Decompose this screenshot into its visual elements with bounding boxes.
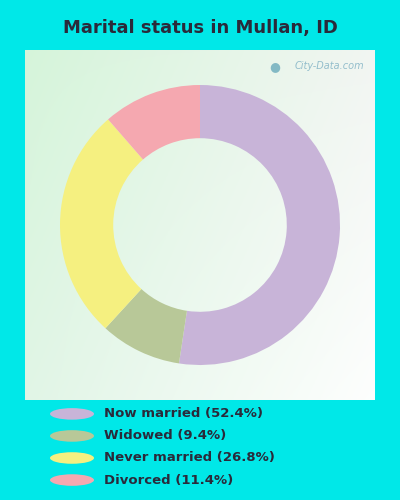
Text: Marital status in Mullan, ID: Marital status in Mullan, ID xyxy=(62,18,338,36)
Wedge shape xyxy=(60,120,143,328)
Text: Now married (52.4%): Now married (52.4%) xyxy=(104,408,263,420)
Wedge shape xyxy=(179,85,340,365)
Circle shape xyxy=(50,408,94,420)
Text: Never married (26.8%): Never married (26.8%) xyxy=(104,452,275,464)
Text: City-Data.com: City-Data.com xyxy=(295,60,364,70)
Wedge shape xyxy=(108,85,200,160)
Circle shape xyxy=(50,474,94,486)
Text: Divorced (11.4%): Divorced (11.4%) xyxy=(104,474,233,486)
Circle shape xyxy=(50,452,94,464)
Circle shape xyxy=(50,430,94,442)
Text: Widowed (9.4%): Widowed (9.4%) xyxy=(104,430,226,442)
Wedge shape xyxy=(106,289,187,364)
Text: ●: ● xyxy=(270,60,280,74)
